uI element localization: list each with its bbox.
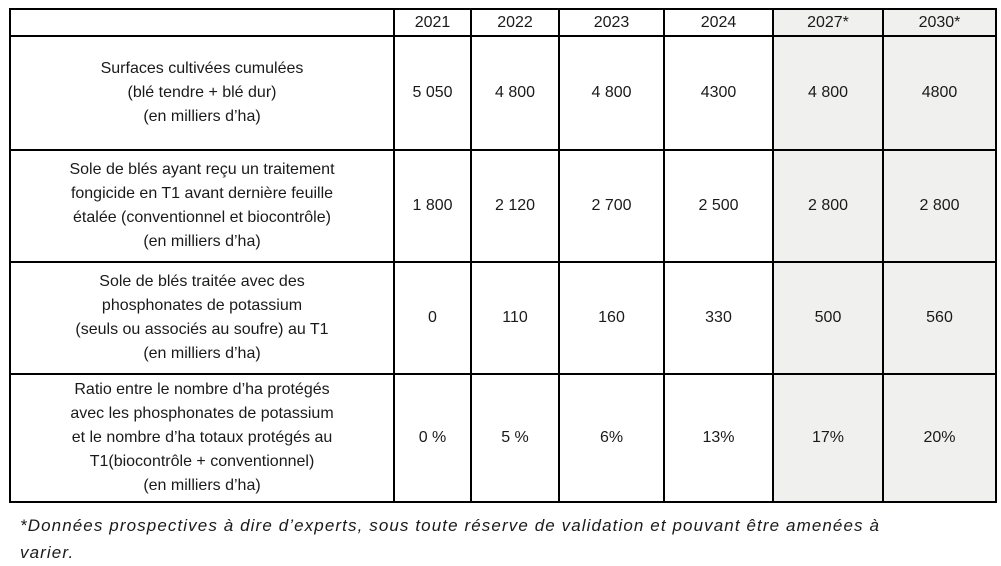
value-cell: 2 700: [558, 149, 665, 263]
value-cell: 4 800: [470, 35, 560, 151]
value-cell-projected: 560: [882, 261, 997, 375]
value-cell: 5 050: [393, 35, 472, 151]
value-cell-projected: 17%: [772, 373, 884, 503]
table-row-sole-phosphonates: Sole de blés traitée avec des phosphonat…: [9, 261, 997, 375]
table-row-ratio: Ratio entre le nombre d’ha protégés avec…: [9, 373, 997, 503]
value-cell-projected: 500: [772, 261, 884, 375]
value-cell: 330: [663, 261, 774, 375]
row-label-sole-phosphonates: Sole de blés traitée avec des phosphonat…: [9, 261, 395, 375]
value-cell-projected: 20%: [882, 373, 997, 503]
row-label-surfaces-cultivees: Surfaces cultivées cumulées (blé tendre …: [9, 35, 395, 151]
value-cell: 5 %: [470, 373, 560, 503]
value-cell: 0: [393, 261, 472, 375]
value-cell: 110: [470, 261, 560, 375]
header-empty-cell: [9, 8, 395, 37]
value-cell: 13%: [663, 373, 774, 503]
value-cell: 4300: [663, 35, 774, 151]
footnote-line: *Données prospectives à dire d’experts, …: [20, 516, 881, 535]
year-header-2027: 2027*: [772, 8, 884, 37]
footnote-line: varier.: [20, 543, 75, 562]
value-cell: 0 %: [393, 373, 472, 503]
year-header-2023: 2023: [558, 8, 665, 37]
year-header-2030: 2030*: [882, 8, 997, 37]
row-label-ratio: Ratio entre le nombre d’ha protégés avec…: [9, 373, 395, 503]
year-header-2024: 2024: [663, 8, 774, 37]
footnote: *Données prospectives à dire d’experts, …: [20, 512, 997, 566]
table-row-surfaces-cultivees: Surfaces cultivées cumulées (blé tendre …: [9, 35, 997, 151]
value-cell-projected: 2 800: [882, 149, 997, 263]
table-row-sole-fongicide: Sole de blés ayant reçu un traitement fo…: [9, 149, 997, 263]
value-cell: 2 500: [663, 149, 774, 263]
value-cell-projected: 4 800: [772, 35, 884, 151]
year-header-2022: 2022: [470, 8, 560, 37]
value-cell-projected: 4800: [882, 35, 997, 151]
year-header-2021: 2021: [393, 8, 472, 37]
value-cell: 160: [558, 261, 665, 375]
data-table: 2021 2022 2023 2024 2027* 2030* Surfaces…: [9, 8, 997, 503]
value-cell-projected: 2 800: [772, 149, 884, 263]
value-cell: 6%: [558, 373, 665, 503]
value-cell: 4 800: [558, 35, 665, 151]
value-cell: 2 120: [470, 149, 560, 263]
header-row: 2021 2022 2023 2024 2027* 2030*: [9, 8, 997, 37]
value-cell: 1 800: [393, 149, 472, 263]
row-label-sole-fongicide: Sole de blés ayant reçu un traitement fo…: [9, 149, 395, 263]
